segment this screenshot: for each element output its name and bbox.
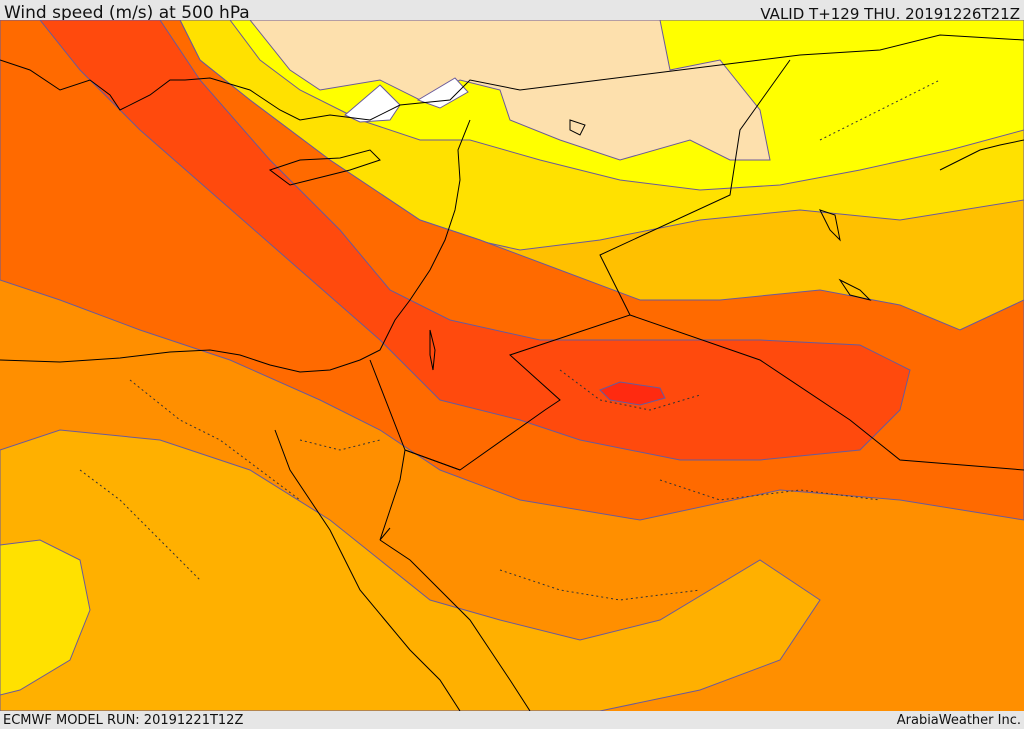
map-title: Wind speed (m/s) at 500 hPa: [4, 3, 250, 23]
band-red-core: [599, 381, 666, 406]
wind-speed-map: [0, 20, 1024, 711]
coastlines: [0, 34, 1024, 711]
band-light-orange-south: [0, 429, 821, 711]
country-borders: [369, 59, 1024, 471]
band-red-orange: [39, 20, 911, 461]
band-white-patch-2: [416, 77, 469, 109]
band-white-patch: [344, 84, 401, 123]
valid-time: VALID T+129 THU. 20191226T21Z: [760, 5, 1020, 23]
band-cream-north: [249, 20, 771, 161]
credit-label: ArabiaWeather Inc.: [896, 713, 1021, 728]
band-gold-southwest: [0, 539, 91, 696]
region-borders: [79, 79, 941, 601]
model-run-label: ECMWF MODEL RUN: 20191221T12Z: [3, 713, 244, 728]
